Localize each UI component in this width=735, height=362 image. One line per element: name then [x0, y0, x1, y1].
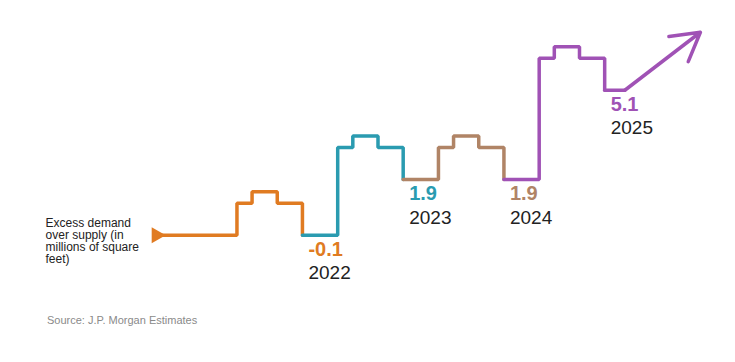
svg-text:Excess demandover supply (inmi: Excess demandover supply (inmillions of …: [46, 216, 140, 266]
svg-text:1.9: 1.9: [510, 182, 538, 204]
svg-text:2025: 2025: [611, 117, 653, 138]
svg-text:2022: 2022: [308, 262, 350, 283]
svg-text:2023: 2023: [409, 207, 451, 228]
svg-text:1.9: 1.9: [409, 182, 437, 204]
html-text:Source: J.P. Morgan Estimates: Source: J.P. Morgan Estimates: [47, 314, 198, 326]
svg-text:-0.1: -0.1: [308, 238, 342, 260]
svg-text:2024: 2024: [510, 207, 553, 228]
svg-text:5.1: 5.1: [611, 93, 639, 115]
